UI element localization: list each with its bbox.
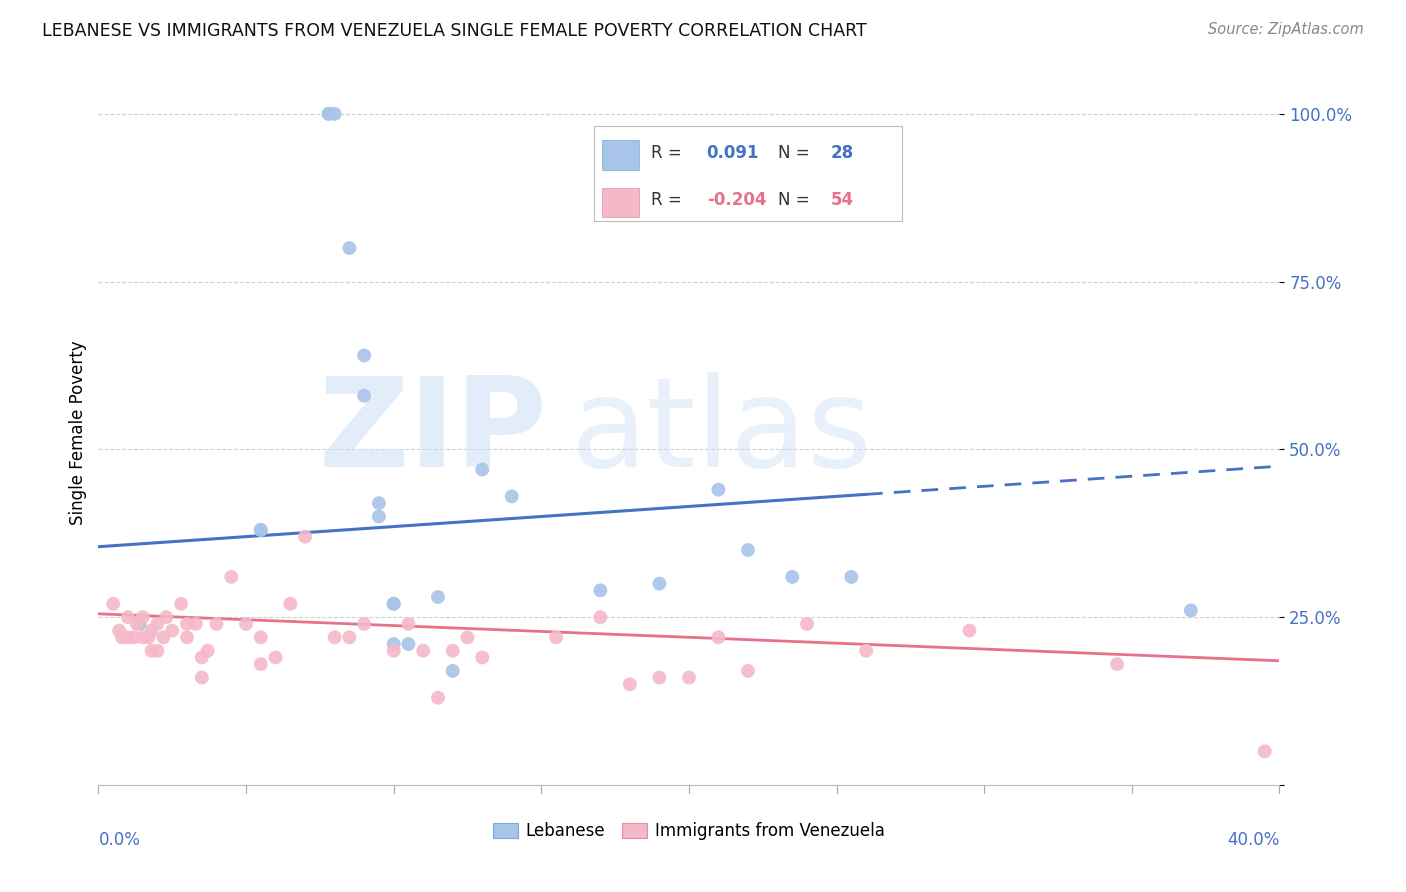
Text: 28: 28 [831,144,853,161]
Text: 0.091: 0.091 [707,144,759,161]
Text: 0.0%: 0.0% [98,830,141,849]
Point [737,543,759,558]
Point [264,650,287,665]
Point [589,610,612,624]
Text: ZIP: ZIP [319,372,547,493]
Point [457,630,479,644]
Point [205,616,228,631]
Point [250,523,273,537]
Point [382,644,405,658]
Point [619,677,641,691]
Text: LEBANESE VS IMMIGRANTS FROM VENEZUELA SINGLE FEMALE POVERTY CORRELATION CHART: LEBANESE VS IMMIGRANTS FROM VENEZUELA SI… [42,22,868,40]
Point [191,650,214,665]
Text: R =: R = [651,191,682,210]
Point [170,597,193,611]
Text: R =: R = [651,144,682,161]
Y-axis label: Single Female Poverty: Single Female Poverty [69,341,87,524]
Point [382,637,405,651]
Point [382,597,405,611]
Point [648,576,671,591]
Point [176,630,198,644]
Point [132,610,155,624]
FancyBboxPatch shape [602,140,640,169]
Text: -0.204: -0.204 [707,191,766,210]
Point [959,624,981,638]
Text: atlas: atlas [571,372,873,493]
Point [353,389,375,403]
Point [117,610,139,624]
Point [1180,603,1202,617]
Point [197,644,219,658]
Point [117,630,139,644]
Point [427,590,450,604]
Point [176,616,198,631]
Point [128,616,150,631]
Point [841,570,863,584]
Point [678,671,700,685]
Point [146,616,169,631]
Point [707,630,730,644]
Point [125,616,148,631]
Point [318,107,340,121]
FancyBboxPatch shape [595,126,901,221]
Point [471,650,494,665]
Point [339,241,361,255]
Point [280,597,302,611]
Point [221,570,243,584]
Point [427,690,450,705]
Point [138,630,160,644]
FancyBboxPatch shape [602,187,640,217]
Text: N =: N = [778,144,808,161]
Text: Source: ZipAtlas.com: Source: ZipAtlas.com [1208,22,1364,37]
Point [782,570,804,584]
Text: 40.0%: 40.0% [1227,830,1279,849]
Point [382,597,405,611]
Point [146,644,169,658]
Point [589,583,612,598]
Point [471,462,494,476]
Point [122,630,145,644]
Text: N =: N = [778,191,808,210]
Point [184,616,207,631]
Point [339,630,361,644]
Point [1107,657,1129,672]
Point [162,624,183,638]
Point [132,630,155,644]
Point [501,489,523,503]
Point [368,509,391,524]
Point [398,616,420,631]
Point [111,630,134,644]
Point [318,107,340,121]
Point [141,624,163,638]
Point [737,664,759,678]
Point [103,597,125,611]
Point [250,657,273,672]
Point [353,616,375,631]
Text: 54: 54 [831,191,853,210]
Point [323,107,346,121]
Point [368,496,391,510]
Point [412,644,434,658]
Point [707,483,730,497]
Point [250,630,273,644]
Legend: Lebanese, Immigrants from Venezuela: Lebanese, Immigrants from Venezuela [486,816,891,847]
Point [441,664,464,678]
Point [855,644,877,658]
Point [353,348,375,362]
Point [152,630,174,644]
Point [250,523,273,537]
Point [155,610,177,624]
Point [648,671,671,685]
Point [546,630,568,644]
Point [191,671,214,685]
Point [796,616,818,631]
Point [441,644,464,658]
Point [235,616,257,631]
Point [1254,744,1277,758]
Point [323,630,346,644]
Point [294,530,316,544]
Point [108,624,131,638]
Point [141,644,163,658]
Point [398,637,420,651]
